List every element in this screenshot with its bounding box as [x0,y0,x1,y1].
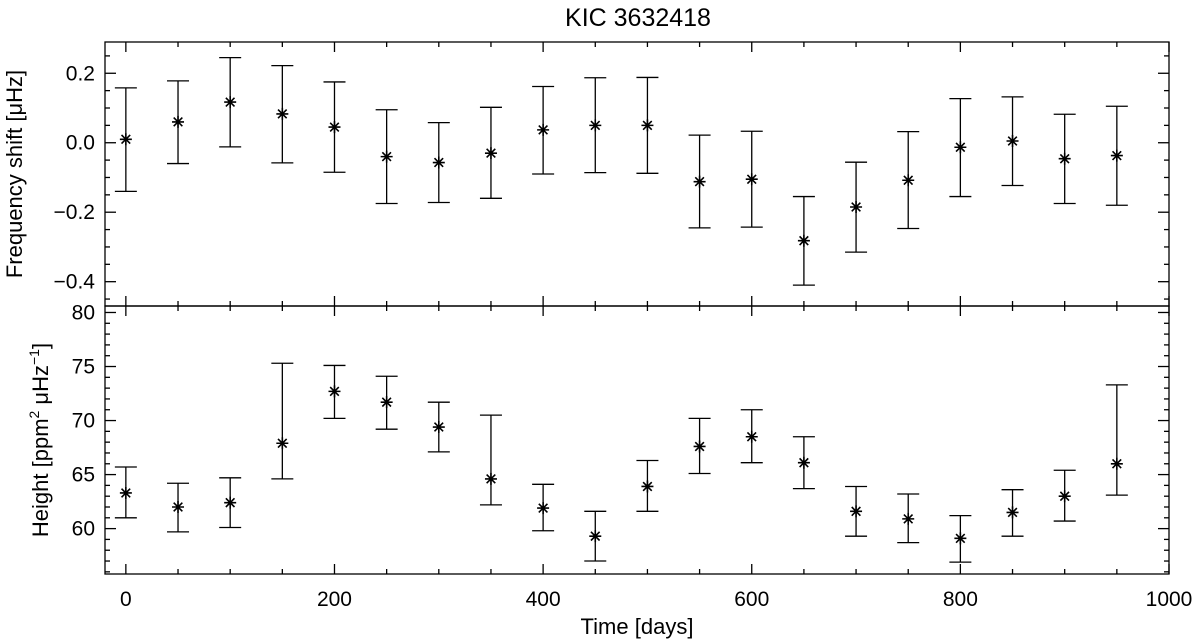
x-tick-labels: 0 200 400 600 800 1000 [120,588,1192,611]
bottom-panel-frame [104,305,1170,575]
data-point-marker [1006,506,1019,519]
bottom-x-ticks [125,306,1170,574]
data-point-marker [119,486,132,499]
bottom-y-label-sup-2: −1 [26,349,42,365]
data-point-marker [1058,490,1071,503]
data-point-marker [1058,152,1071,165]
data-point-marker [380,150,393,163]
data-point-marker [276,437,289,450]
data-point-marker [172,501,185,513]
chart-title: KIC 3632418 [565,4,711,32]
data-point-marker [1006,135,1019,147]
top-panel-frame [104,41,1170,307]
data-point-marker [172,115,185,128]
x-tick-label: 800 [943,588,978,611]
bottom-y-label-part-3: ] [28,343,53,349]
bottom-y-tick-label: 70 [72,410,95,433]
bottom-y-tick-label: 80 [72,301,95,324]
data-point-marker [224,96,237,109]
data-point-marker [902,174,915,187]
data-point-marker [537,123,550,136]
data-point-marker [119,133,132,146]
top-y-tick-label: 0.2 [66,62,95,85]
data-point-marker [850,505,863,518]
data-point-marker [797,234,810,247]
data-point-marker [1110,149,1123,162]
bottom-y-label-sup-1: 2 [26,410,42,418]
data-point-marker [954,141,967,154]
frequency-shift-panel: −0.4 −0.2 0.0 0.2 Frequency shift [μHz] [2,41,1170,307]
data-point-marker [693,175,706,188]
top-y-tick-label: 0.0 [66,132,95,155]
data-point-marker [380,396,393,409]
data-point-marker [589,119,602,132]
data-point-marker [1110,457,1123,470]
data-point-marker [328,385,341,398]
data-point-marker [484,147,497,160]
data-point-marker [276,107,289,120]
data-point-marker [432,421,445,434]
top-y-tick-label: −0.2 [54,201,95,224]
data-point-marker [797,456,810,469]
top-y-axis-label: Frequency shift [μHz] [2,70,27,278]
data-point-marker [641,119,654,132]
height-panel: 60 65 70 75 80 Height [ppm2 μHz−1] [26,301,1170,575]
data-point-marker [641,480,654,493]
top-y-tick-label: −0.4 [54,271,96,294]
bottom-data-points [114,362,1128,563]
data-point-marker [954,532,967,545]
x-tick-label: 0 [120,588,132,611]
bottom-y-axis-label: Height [ppm2 μHz−1] [26,343,53,537]
data-point-marker [484,472,497,485]
x-tick-label: 600 [734,588,769,611]
x-tick-label: 400 [526,588,561,611]
bottom-y-label-part-1: Height [ppm [28,418,53,537]
bottom-y-tick-label: 65 [72,464,95,487]
top-y-ticks: −0.4 −0.2 0.0 0.2 [54,55,1169,300]
bottom-y-label-part-2: μHz [28,365,53,411]
data-point-marker [432,156,445,169]
bottom-y-tick-label: 75 [72,356,95,379]
data-point-marker [902,512,915,525]
data-point-marker [589,530,602,543]
top-x-ticks [125,42,1170,306]
data-point-marker [693,440,706,453]
data-point-marker [745,430,758,443]
data-point-marker [745,173,758,186]
bottom-y-tick-label: 60 [72,518,95,541]
data-point-marker [537,502,550,515]
bottom-y-ticks: 60 65 70 75 80 [72,301,1169,573]
data-point-marker [850,201,863,213]
x-axis-label: Time [days] [581,614,694,639]
x-tick-label: 200 [317,588,352,611]
data-point-marker [224,496,237,509]
data-point-marker [328,121,341,134]
x-tick-label: 1000 [1146,588,1193,611]
top-data-points [114,56,1128,286]
